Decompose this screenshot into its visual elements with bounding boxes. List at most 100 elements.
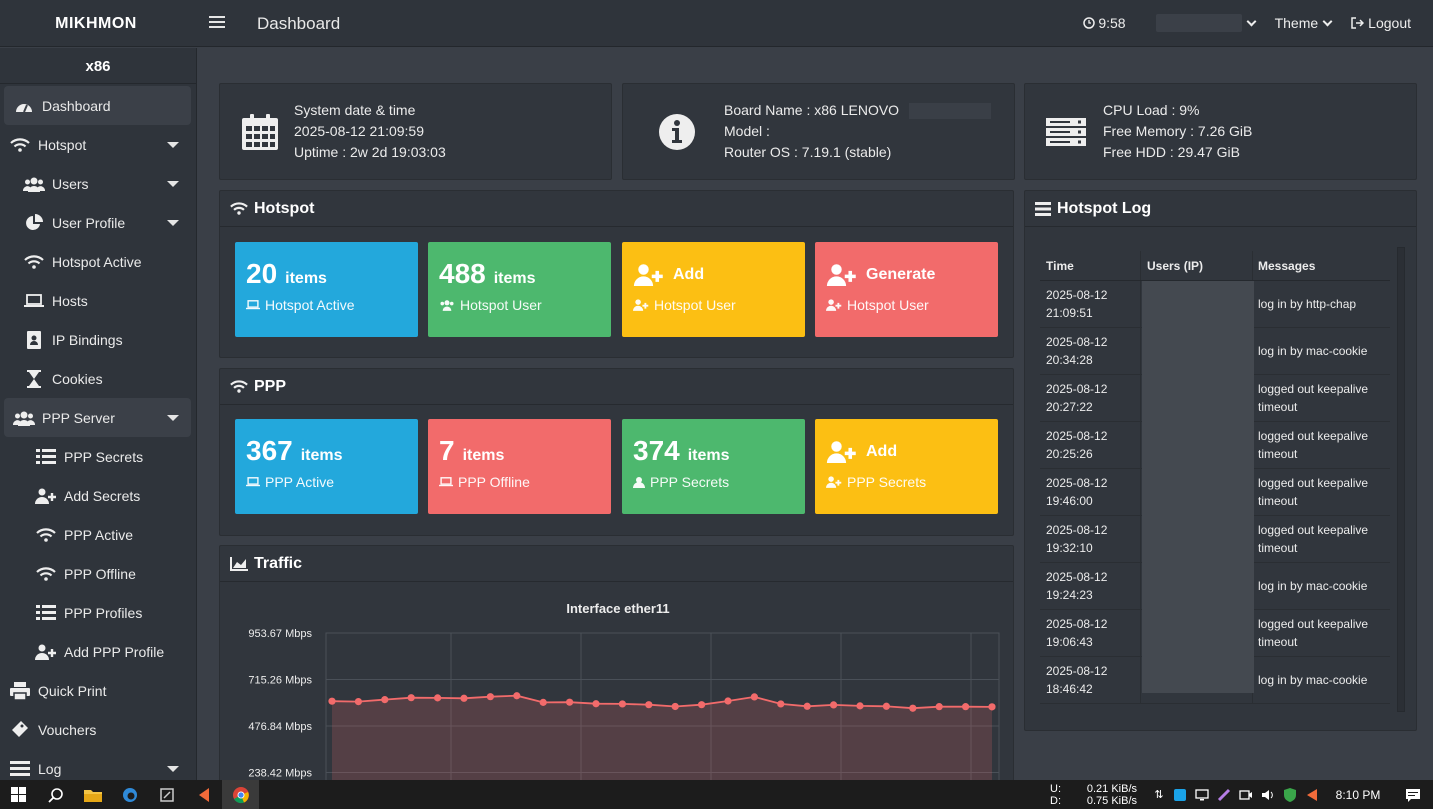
sidebar-item-add-ppp-profile[interactable]: Add PPP Profile (0, 632, 191, 671)
sidebar-item-label: IP Bindings (52, 331, 123, 348)
sidebar-item-ppp-server[interactable]: PPP Server (4, 398, 191, 437)
sidebar-item-ppp-active[interactable]: PPP Active (0, 515, 191, 554)
sidebar-item-hosts[interactable]: Hosts (0, 281, 191, 320)
notification-icon[interactable] (1393, 788, 1433, 802)
caret-down-icon (167, 415, 179, 421)
sidebar-item-label: Hotspot (38, 136, 87, 153)
volume-icon[interactable] (1257, 789, 1279, 801)
generate-hotspot-user-tile[interactable]: Generate Hotspot User (815, 242, 998, 337)
table-row: 2025-08-12 21:09:51 log in by http-chap (1040, 281, 1390, 328)
hourglass-icon (22, 369, 46, 388)
sidebar-item-cookies[interactable]: Cookies (0, 359, 191, 398)
sidebar-item-hotspot-active[interactable]: Hotspot Active (0, 242, 191, 281)
log-message: logged out keepalive timeout (1258, 382, 1369, 414)
speaker-app-icon[interactable] (1301, 788, 1323, 802)
system-tray: U: D: 0.21 KiB/s 0.75 KiB/s ⇅ 8:10 PM (1050, 780, 1433, 809)
net-meter-values: 0.21 KiB/s 0.75 KiB/s (1067, 783, 1137, 807)
tile-count: 367 items (246, 435, 343, 466)
y-tick-label: 238.42 Mbps (248, 768, 312, 780)
sidebar-item-user-profile[interactable]: User Profile (0, 203, 191, 242)
y-tick-label: 953.67 Mbps (248, 628, 312, 640)
add-hotspot-user-tile[interactable]: Add Hotspot User (622, 242, 805, 337)
sidebar-item-vouchers[interactable]: Vouchers (0, 710, 191, 749)
users-icon (12, 409, 36, 427)
winbox-icon[interactable] (148, 780, 185, 809)
log-time: 2025-08-12 19:24:23 (1046, 570, 1108, 602)
taskbar-time[interactable]: 8:10 PM (1335, 787, 1381, 802)
tile-subtitle: PPP Active (246, 474, 334, 490)
dashboard-icon (12, 97, 36, 115)
sidebar-item-label: PPP Offline (64, 565, 136, 582)
data-point (698, 701, 706, 709)
sidebar-item-ppp-profiles[interactable]: PPP Profiles (0, 593, 191, 632)
log-message: logged out keepalive timeout (1258, 476, 1369, 508)
data-point (460, 694, 468, 702)
sidebar-item-label: Log (38, 760, 62, 777)
traffic-panel-title: Traffic (254, 554, 303, 572)
search-icon[interactable] (37, 780, 74, 809)
sidebar-item-users[interactable]: Users (0, 164, 191, 203)
logout-icon (1351, 17, 1365, 29)
net-down-label: D: (1050, 794, 1061, 807)
wifi-icon (230, 202, 248, 215)
caret-down-icon (167, 220, 179, 226)
user-secret-icon (633, 477, 645, 488)
monitor-tray-icon[interactable] (1191, 788, 1213, 801)
pen-tray-icon[interactable] (1213, 788, 1235, 802)
security-shield-icon[interactable] (1279, 787, 1301, 802)
brand-logo[interactable]: MIKHMON (55, 15, 137, 32)
user-plus-icon (633, 264, 663, 286)
ppp-active-tile[interactable]: 367 items PPP Active (235, 419, 418, 514)
sidebar-item-label: PPP Secrets (64, 448, 144, 465)
app-icon[interactable] (185, 780, 222, 809)
address-card-icon (22, 330, 46, 349)
ppp-panel-title: PPP (254, 377, 287, 395)
hotspot-active-tile[interactable]: 20 items Hotspot Active (235, 242, 418, 337)
hotspot-user-tile[interactable]: 488 items Hotspot User (428, 242, 611, 337)
data-point (856, 702, 864, 710)
theme-menu[interactable]: Theme (1275, 15, 1333, 31)
app-tray-icon[interactable] (1169, 788, 1191, 802)
tile-subtitle: PPP Secrets (633, 474, 729, 490)
sidebar-item-label: Vouchers (38, 721, 97, 738)
sidebar-item-dashboard[interactable]: Dashboard (4, 86, 191, 125)
pie-chart-icon (22, 213, 46, 232)
windows-start-icon[interactable] (0, 780, 37, 809)
add-ppp-secrets-tile[interactable]: Add PPP Secrets (815, 419, 998, 514)
data-point (750, 693, 759, 701)
logout-button[interactable]: Logout (1351, 15, 1411, 31)
hotspot-panel: Hotspot 20 items Hotspot Active 488 items … (219, 190, 1014, 358)
laptop-icon (246, 477, 260, 487)
sidebar-item-quick-print[interactable]: Quick Print (0, 671, 191, 710)
sidebar-item-label: PPP Profiles (64, 604, 143, 621)
list-icon (1035, 201, 1051, 216)
sidebar-item-ip-bindings[interactable]: IP Bindings (0, 320, 191, 359)
traffic-line (331, 694, 993, 710)
camera-tray-icon[interactable] (1235, 789, 1257, 801)
sidebar-item-ppp-secrets[interactable]: PPP Secrets (0, 437, 191, 476)
top-navbar: MIKHMON Dashboard 9:58 Theme Logout (0, 0, 1433, 47)
data-point (354, 697, 362, 706)
sidebar-item-log[interactable]: Log (0, 749, 191, 788)
ppp-panel-header: PPP (220, 369, 1013, 405)
chrome-icon[interactable] (222, 780, 259, 809)
log-message: log in by mac-cookie (1258, 673, 1368, 687)
edge-browser-icon[interactable] (111, 780, 148, 809)
sidebar-item-hotspot[interactable]: Hotspot (0, 125, 191, 164)
board-model: Model : (724, 123, 770, 139)
sidebar-item-label: Cookies (52, 370, 103, 387)
file-explorer-icon[interactable] (74, 780, 111, 809)
log-scrollbar[interactable] (1397, 247, 1405, 712)
sidebar-item-ppp-offline[interactable]: PPP Offline (0, 554, 191, 593)
network-tray-icon[interactable]: ⇅ (1154, 789, 1164, 801)
sidebar-item-add-secrets[interactable]: Add Secrets (0, 476, 191, 515)
ppp-offline-tile[interactable]: 7 items PPP Offline (428, 419, 611, 514)
hotspot-log-header: Hotspot Log (1025, 191, 1416, 227)
menu-toggle-icon[interactable] (209, 14, 225, 30)
col-users-ip: Users (IP) (1140, 251, 1253, 280)
user-plus-icon (826, 299, 842, 311)
ppp-secrets-tile[interactable]: 374 items PPP Secrets (622, 419, 805, 514)
router-select[interactable] (1155, 14, 1257, 32)
log-message: logged out keepalive timeout (1258, 429, 1369, 461)
list-icon (34, 604, 58, 622)
